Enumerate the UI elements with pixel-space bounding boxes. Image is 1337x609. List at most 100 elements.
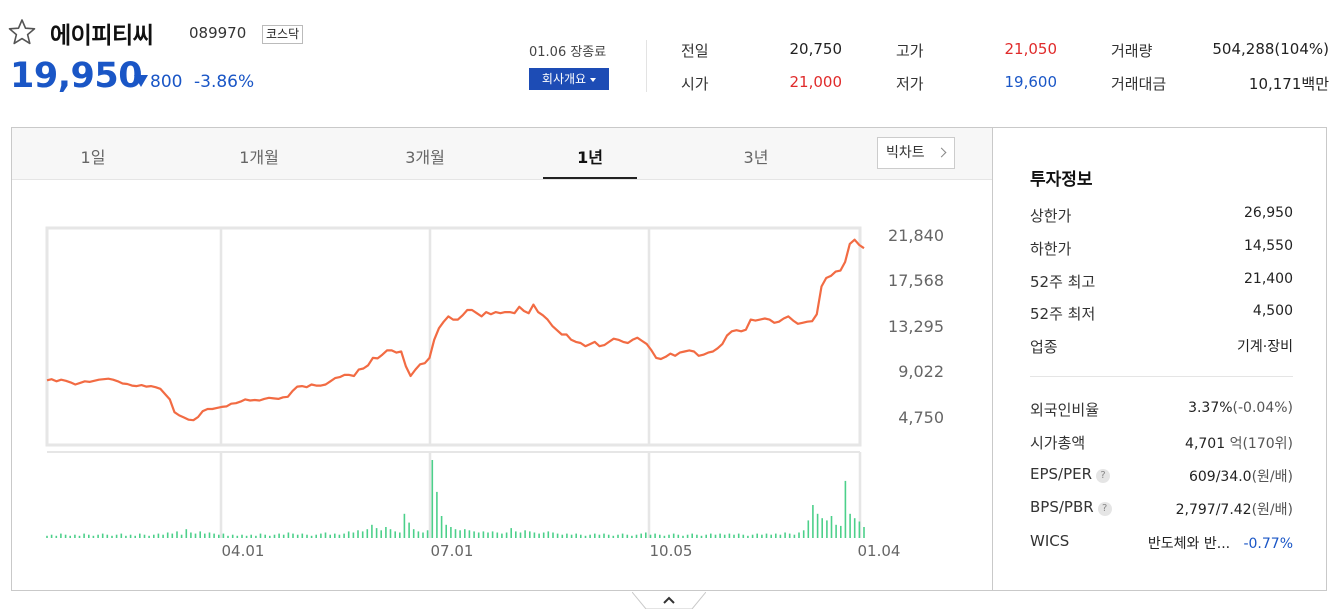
volume-bar [519, 532, 522, 538]
volume-bar [547, 531, 550, 538]
industry-value[interactable]: 기계·장비 [1237, 339, 1293, 355]
volume-bar [296, 534, 299, 538]
volume-bar [320, 533, 322, 538]
volume-bar [380, 530, 382, 538]
volume-bar [143, 534, 146, 538]
volume-bar [125, 535, 127, 538]
volume-bar [496, 532, 499, 538]
week52-low-label: 52주 최저 [1030, 305, 1096, 323]
volume-bar [287, 532, 290, 538]
wics: 반도체와 반... -0.77% [1100, 533, 1293, 553]
volume-bar [733, 534, 735, 538]
volume-bar [190, 532, 192, 538]
change-amount: 800 [150, 72, 183, 92]
tab-1-year[interactable]: 1년 [577, 148, 603, 167]
foreign-ratio-value: 3.37% [1188, 400, 1233, 416]
volume-bar [399, 532, 401, 538]
tab-1-day[interactable]: 1일 [80, 148, 106, 167]
prev-close-value: 20,750 [789, 40, 843, 58]
price-chart: 21,840 17,568 13,295 9,022 4,750 04.01 07.01 10… [45, 226, 944, 560]
volume-bar [570, 534, 573, 538]
volume-bar [849, 513, 851, 538]
market-cap-value: 4,701 [1185, 436, 1226, 452]
volume-bar [654, 533, 656, 538]
trade-value: 10,171백만 [1248, 75, 1329, 93]
volume-bar [835, 524, 837, 538]
bps-help-icon[interactable]: ? [1097, 502, 1112, 516]
investment-info-panel [992, 127, 1327, 591]
bps-pbr: 2,797/7.42(원/배) [1120, 499, 1293, 519]
volume-bar [552, 532, 554, 538]
volume-bar [589, 534, 591, 538]
volume-bar [412, 529, 415, 538]
favorite-star-icon[interactable] [8, 18, 36, 46]
volume-bar [50, 534, 53, 538]
volume-bar [821, 518, 823, 538]
volume-bar [338, 534, 341, 538]
volume-bar [631, 535, 633, 538]
price-series-line [46, 238, 865, 422]
foreign-ratio-change: (-0.04%) [1232, 400, 1293, 416]
volume-bar [417, 531, 420, 538]
week52-high-label: 52주 최고 [1030, 273, 1096, 291]
company-overview-button[interactable]: 회사개요 [529, 68, 609, 90]
volume-bar [55, 535, 58, 538]
volume-bar [640, 533, 642, 538]
volume-bar [621, 533, 624, 538]
volume-bar [686, 534, 689, 538]
stock-name: 에이피티씨 [50, 23, 154, 49]
volume-bar [408, 522, 410, 538]
volume-bar [505, 532, 508, 538]
volume-bar [157, 533, 160, 538]
y-tick-label: 4,750 [898, 408, 944, 427]
volume-bar [668, 534, 670, 538]
y-tick-label: 9,022 [898, 362, 944, 381]
big-chart-label: 빅차트 [886, 145, 925, 161]
volume-bar [153, 534, 155, 538]
x-tick-label: 07.01 [431, 542, 474, 560]
eps-per-unit: (원/배) [1251, 469, 1293, 485]
volume-bar [180, 534, 183, 538]
trade-value-label: 거래대금 [1111, 75, 1167, 93]
volume-bar [208, 532, 211, 538]
volume-bar [148, 535, 150, 538]
company-overview-label: 회사개요 [541, 72, 587, 86]
volume-bar [352, 532, 355, 538]
lower-limit-value: 14,550 [1244, 238, 1293, 254]
volume-bar [357, 530, 359, 538]
y-tick-label: 17,568 [888, 271, 944, 290]
volume-bar [705, 534, 707, 538]
tab-3-years[interactable]: 3년 [743, 148, 769, 167]
y-tick-label: 13,295 [888, 317, 944, 336]
volume-bar [92, 535, 95, 538]
eps-help-icon[interactable]: ? [1096, 469, 1111, 483]
caret-down-icon [590, 77, 597, 82]
volume-bar [204, 533, 206, 538]
collapse-chevron-up-icon[interactable] [632, 592, 706, 609]
volume-bar [542, 532, 545, 538]
industry-label: 업종 [1030, 338, 1058, 356]
volume-bar [250, 534, 252, 538]
volume-bar [468, 530, 471, 538]
tab-1-month[interactable]: 1개월 [239, 148, 279, 167]
volume-bar [853, 518, 856, 538]
big-chart-button[interactable]: 빅차트 [877, 137, 955, 169]
tab-3-months[interactable]: 3개월 [405, 148, 445, 167]
volume-bar [361, 531, 364, 538]
volume-bar [501, 533, 503, 538]
volume-bar [315, 534, 317, 538]
prev-close-label: 전일 [681, 42, 709, 60]
upper-limit-label: 상한가 [1030, 207, 1072, 225]
week52-high-value: 21,400 [1244, 271, 1293, 287]
volume-bar [273, 534, 276, 538]
upper-limit-value: 26,950 [1244, 205, 1293, 221]
volume-bar [840, 525, 842, 538]
volume-bar [301, 533, 304, 538]
wics-value[interactable]: 반도체와 반... [1147, 536, 1231, 552]
volume-bar [830, 516, 833, 538]
volume-bar [607, 534, 610, 538]
volume-bar [807, 520, 810, 538]
volume-bar [282, 534, 285, 538]
x-tick-label: 01.04 [858, 542, 901, 560]
volume-bar [343, 533, 345, 538]
